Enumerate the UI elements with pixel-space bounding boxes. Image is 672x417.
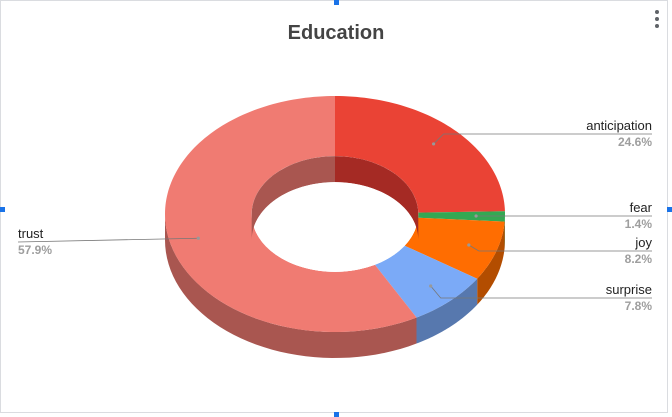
slice-label-surprise: surprise <box>606 282 652 297</box>
slice-percent-trust: 57.9% <box>18 243 52 257</box>
slice-percent-fear: 1.4% <box>625 217 653 231</box>
slice-joy[interactable] <box>404 217 505 279</box>
leader-line-trust <box>17 237 199 243</box>
slice-label-trust: trust <box>18 226 44 241</box>
leader-dot-joy <box>467 243 471 247</box>
leader-line-joy <box>468 244 652 252</box>
resize-handle-right[interactable] <box>667 207 672 212</box>
slice-inner-wall-anticipation <box>335 156 419 239</box>
slice-percent-surprise: 7.8% <box>625 299 653 313</box>
leader-line-surprise <box>430 285 652 299</box>
slice-percent-joy: 8.2% <box>625 252 653 266</box>
leader-dot-trust <box>196 236 200 240</box>
slice-inner-wall-trust <box>251 156 335 240</box>
slice-label-fear: fear <box>630 200 653 215</box>
resize-handle-top[interactable] <box>334 0 339 5</box>
slice-fear[interactable] <box>418 211 505 222</box>
resize-handle-bottom[interactable] <box>334 412 339 417</box>
slice-side-trust <box>165 214 417 358</box>
resize-handle-left[interactable] <box>0 207 5 212</box>
slice-label-joy: joy <box>634 235 652 250</box>
slice-surprise[interactable] <box>374 245 478 318</box>
more-vert-icon[interactable] <box>654 10 660 30</box>
slice-percent-anticipation: 24.6% <box>618 135 652 149</box>
leader-dot-surprise <box>429 284 433 288</box>
slice-side-surprise <box>416 278 478 344</box>
leader-dot-anticipation <box>431 142 436 146</box>
chart-title: Education <box>288 22 385 44</box>
slice-label-anticipation: anticipation <box>586 118 652 133</box>
leader-line-anticipation <box>433 133 652 145</box>
leader-dot-fear <box>474 214 478 218</box>
slice-trust[interactable] <box>165 96 417 332</box>
slice-side-joy <box>477 221 505 305</box>
slice-anticipation[interactable] <box>335 96 505 213</box>
